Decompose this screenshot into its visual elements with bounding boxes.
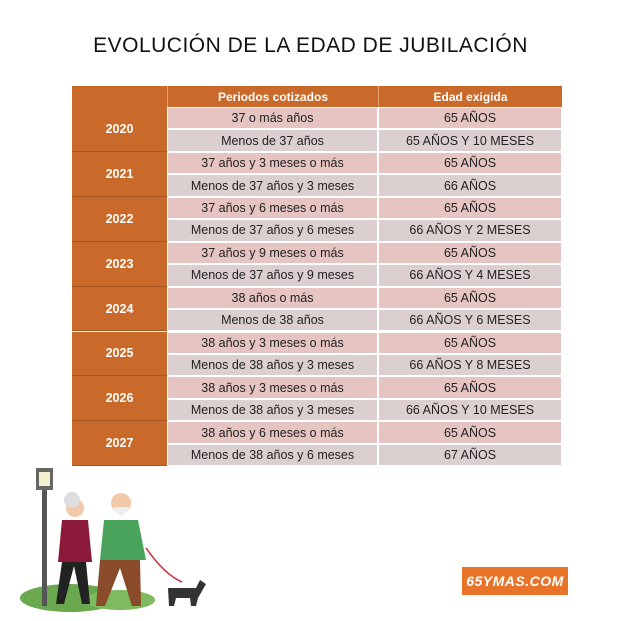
year-cell: 2026 bbox=[72, 376, 167, 422]
age-cell: 65 AÑOS bbox=[378, 196, 562, 220]
year-cell: 2025 bbox=[72, 331, 167, 377]
period-cell: Menos de 37 años y 6 meses bbox=[167, 219, 378, 242]
woman-hair bbox=[64, 492, 80, 508]
age-cell: 65 AÑOS bbox=[378, 241, 562, 265]
period-cell: 38 años o más bbox=[167, 286, 378, 310]
period-cell: Menos de 38 años y 3 meses bbox=[167, 398, 378, 422]
period-cell: Menos de 37 años y 9 meses bbox=[167, 264, 378, 287]
year-cell: 2023 bbox=[72, 241, 167, 287]
period-cell: Menos de 37 años bbox=[167, 129, 378, 152]
age-cell: 65 AÑOS bbox=[378, 421, 562, 444]
dog bbox=[168, 580, 206, 606]
period-cell: 38 años y 3 meses o más bbox=[167, 376, 378, 399]
period-cell: 38 años y 6 meses o más bbox=[167, 421, 378, 444]
period-cell: Menos de 38 años bbox=[167, 309, 378, 332]
period-cell: 37 años y 6 meses o más bbox=[167, 196, 378, 220]
age-cell: 66 AÑOS Y 6 MESES bbox=[378, 309, 562, 332]
period-cell: Menos de 37 años y 3 meses bbox=[167, 174, 378, 197]
woman-body bbox=[58, 520, 92, 562]
title: EVOLUCIÓN DE LA EDAD DE JUBILACIÓN bbox=[93, 34, 528, 57]
lamp-light bbox=[39, 472, 50, 486]
year-cell: 2027 bbox=[72, 421, 167, 467]
period-cell: 37 años y 9 meses o más bbox=[167, 241, 378, 265]
age-cell: 65 AÑOS bbox=[378, 331, 562, 354]
age-cell: 67 AÑOS bbox=[378, 443, 562, 467]
man-legs bbox=[96, 560, 141, 606]
period-cell: Menos de 38 años y 3 meses bbox=[167, 353, 378, 377]
age-cell: 66 AÑOS Y 10 MESES bbox=[378, 398, 562, 422]
woman-legs bbox=[56, 562, 90, 604]
period-cell: Menos de 38 años y 6 meses bbox=[167, 443, 378, 467]
header-corner bbox=[72, 86, 167, 107]
age-cell: 66 AÑOS Y 4 MESES bbox=[378, 264, 562, 287]
age-cell: 66 AÑOS Y 2 MESES bbox=[378, 219, 562, 242]
logo: 65YMAS.COM bbox=[462, 567, 568, 595]
age-cell: 65 AÑOS bbox=[378, 151, 562, 175]
header-cell: Edad exigida bbox=[378, 86, 562, 107]
period-cell: 37 años y 3 meses o más bbox=[167, 151, 378, 175]
age-cell: 65 AÑOS bbox=[378, 107, 562, 130]
year-cell: 2024 bbox=[72, 286, 167, 332]
year-cell: 2020 bbox=[72, 107, 167, 152]
lamp-post bbox=[42, 488, 47, 606]
man-body bbox=[100, 520, 146, 560]
age-cell: 65 AÑOS bbox=[378, 376, 562, 399]
leash bbox=[145, 547, 183, 583]
year-cell: 2022 bbox=[72, 196, 167, 242]
man-beard bbox=[113, 507, 129, 516]
age-cell: 65 AÑOS Y 10 MESES bbox=[378, 129, 562, 152]
age-cell: 66 AÑOS Y 8 MESES bbox=[378, 353, 562, 377]
period-cell: 38 años y 3 meses o más bbox=[167, 331, 378, 354]
bush bbox=[85, 590, 155, 610]
year-cell: 2021 bbox=[72, 151, 167, 197]
period-cell: 37 o más años bbox=[167, 107, 378, 130]
age-cell: 66 AÑOS bbox=[378, 174, 562, 197]
age-cell: 65 AÑOS bbox=[378, 286, 562, 310]
header-cell: Periodos cotizados bbox=[167, 86, 378, 107]
